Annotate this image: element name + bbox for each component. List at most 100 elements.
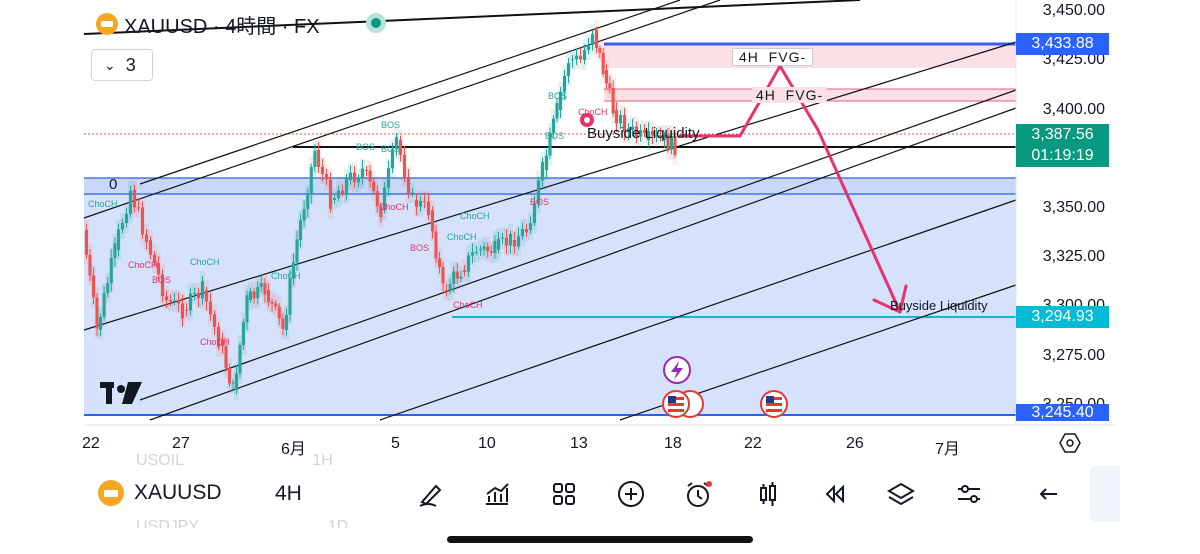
candle-body bbox=[149, 240, 152, 255]
candle-body bbox=[545, 155, 548, 170]
candle-body bbox=[591, 34, 594, 46]
structure-label: BOS bbox=[152, 275, 171, 285]
candle-body bbox=[611, 87, 615, 114]
candle-body bbox=[463, 270, 466, 272]
candle-body bbox=[445, 290, 448, 291]
undo-icon[interactable] bbox=[1033, 478, 1065, 510]
candle-body bbox=[601, 52, 605, 75]
candle-body bbox=[521, 229, 524, 237]
price-label: 3,450.00 bbox=[1042, 2, 1105, 19]
candle-body bbox=[567, 63, 570, 76]
candle-body bbox=[673, 135, 677, 155]
candle-body bbox=[217, 326, 220, 348]
candle-body bbox=[559, 91, 562, 110]
side-panel-edge[interactable] bbox=[1090, 466, 1120, 522]
candle-body bbox=[125, 213, 128, 224]
watchlist-row-faded: USDJPY 1D bbox=[136, 518, 349, 528]
candle-body bbox=[361, 168, 364, 179]
candle-body bbox=[121, 223, 124, 230]
candle-body bbox=[525, 229, 528, 233]
fvg-label-lower: 4H FVG- bbox=[752, 87, 828, 103]
interval-button[interactable]: 4H bbox=[275, 482, 302, 505]
bottom-symbol-button[interactable]: XAUUSD bbox=[98, 480, 222, 506]
candle-body bbox=[349, 172, 352, 180]
candle-body bbox=[427, 201, 430, 216]
candle-body bbox=[552, 118, 555, 133]
layout-grid-icon[interactable] bbox=[548, 478, 580, 510]
candle-body bbox=[181, 303, 184, 319]
structure-label: ChoCH bbox=[447, 232, 477, 242]
alert-clock-icon[interactable] bbox=[682, 478, 714, 510]
date-label: 7月 bbox=[935, 441, 960, 458]
candle-body bbox=[489, 251, 493, 253]
candle-body bbox=[292, 262, 295, 279]
candle-body bbox=[587, 45, 590, 50]
candle-body bbox=[395, 137, 398, 150]
candle-body bbox=[438, 258, 441, 268]
candle-body bbox=[321, 167, 324, 174]
candle-body bbox=[375, 190, 379, 207]
candle-body bbox=[615, 110, 618, 124]
candle-body bbox=[274, 303, 278, 307]
candle-body bbox=[259, 283, 263, 287]
candle-body bbox=[571, 59, 574, 61]
home-indicator bbox=[447, 536, 753, 543]
structure-label: BOS bbox=[410, 243, 429, 253]
add-icon[interactable] bbox=[615, 478, 647, 510]
indicators-icon[interactable] bbox=[481, 478, 513, 510]
candle-body bbox=[423, 200, 426, 202]
us-flag-event-icon-2 bbox=[760, 390, 788, 418]
date-label: 27 bbox=[172, 435, 190, 452]
candle-body bbox=[431, 210, 434, 232]
candle-body bbox=[663, 134, 666, 140]
candle-body bbox=[106, 283, 110, 294]
candle-body bbox=[85, 230, 88, 255]
us-flag-event-icon bbox=[662, 390, 704, 418]
structure-label: ChoCH bbox=[379, 202, 409, 212]
low-price-tag: 3,245.40 bbox=[1016, 404, 1109, 421]
candle-body bbox=[88, 254, 92, 276]
candle-body bbox=[533, 203, 536, 224]
indicator-collapse-button[interactable]: ⌄ 3 bbox=[91, 49, 153, 81]
candle-body bbox=[608, 83, 612, 88]
candle-body bbox=[623, 115, 626, 133]
candle-body bbox=[263, 283, 267, 295]
drawing-pen-icon[interactable] bbox=[414, 478, 446, 510]
candle-body bbox=[387, 168, 390, 188]
settings-sliders-icon[interactable] bbox=[953, 478, 985, 510]
candle-type-icon[interactable] bbox=[752, 478, 784, 510]
structure-label: ChoCH bbox=[190, 257, 220, 267]
candle-body bbox=[635, 126, 638, 137]
candle-body bbox=[173, 300, 176, 302]
range-zone bbox=[84, 178, 1016, 416]
candle-body bbox=[252, 291, 256, 299]
zero-label: 0 bbox=[109, 176, 118, 193]
candle-body bbox=[471, 252, 474, 256]
structure-label: BOS bbox=[545, 131, 564, 141]
candle-body bbox=[205, 290, 208, 302]
layers-icon[interactable] bbox=[885, 478, 917, 510]
fvg-price-tag: 3,433.88 bbox=[1016, 33, 1109, 55]
structure-label: ChoCH bbox=[128, 260, 158, 270]
candle-body bbox=[189, 293, 192, 311]
gold-icon bbox=[98, 480, 124, 506]
candle-body bbox=[639, 130, 642, 137]
date-label: 10 bbox=[478, 435, 496, 452]
candle-body bbox=[333, 198, 336, 200]
candle-body bbox=[157, 263, 160, 275]
candle-body bbox=[153, 254, 156, 264]
candle-body bbox=[102, 293, 106, 317]
structure-label: BOS bbox=[530, 197, 549, 207]
price-label: 3,350.00 bbox=[1042, 199, 1105, 216]
date-label: 6月 bbox=[281, 441, 306, 458]
candle-body bbox=[497, 238, 500, 250]
candle-body bbox=[161, 274, 164, 297]
candle-body bbox=[325, 173, 328, 180]
symbol-header[interactable]: XAUUSD · 4時間 · FX bbox=[96, 10, 320, 38]
replay-rewind-icon[interactable] bbox=[818, 478, 850, 510]
candle-body bbox=[169, 300, 172, 302]
candle-body bbox=[391, 149, 394, 169]
candle-body bbox=[309, 166, 313, 195]
candle-body bbox=[399, 140, 402, 155]
